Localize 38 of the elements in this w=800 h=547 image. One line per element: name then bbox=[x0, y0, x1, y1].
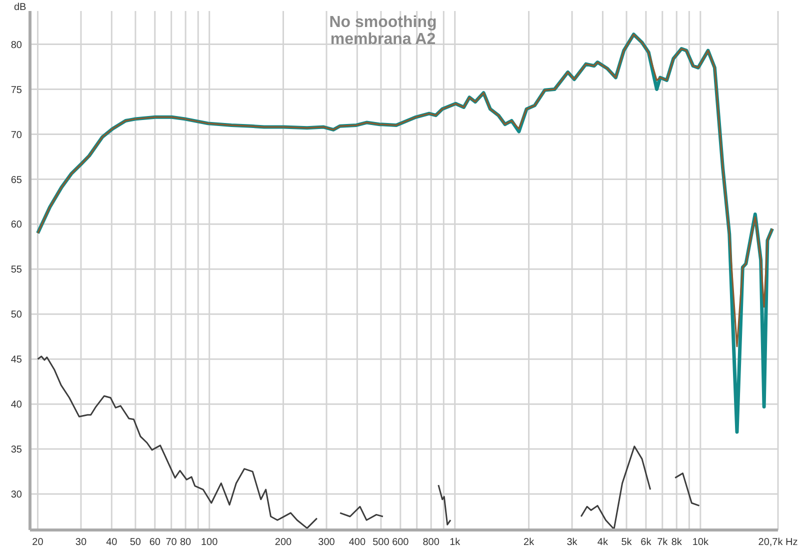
x-tick-label: 80 bbox=[180, 537, 192, 547]
y-tick-label: 45 bbox=[10, 354, 22, 366]
x-tick-label: 20 bbox=[32, 537, 44, 547]
x-tick-label: 500 bbox=[372, 537, 390, 547]
y-tick-label: 35 bbox=[10, 444, 22, 456]
x-tick-label: 3k bbox=[566, 537, 578, 547]
y-tick-label: 55 bbox=[10, 264, 22, 276]
x-tick-label: 70 bbox=[166, 537, 178, 547]
y-tick-label: 60 bbox=[10, 220, 22, 231]
x-tick-label: 8k bbox=[671, 537, 683, 547]
x-tick-label: 100 bbox=[201, 537, 218, 547]
x-tick-label: 50 bbox=[130, 537, 142, 547]
x-tick-label: 1k bbox=[450, 537, 462, 547]
x-tick-label: 20,7k Hz bbox=[758, 537, 798, 547]
x-tick-label: 30 bbox=[75, 537, 87, 547]
x-tick-label: 300 bbox=[318, 537, 336, 547]
x-tick-label: 4k bbox=[597, 537, 609, 547]
x-tick-label: 600 bbox=[392, 537, 410, 547]
x-tick-label: 800 bbox=[422, 537, 440, 547]
x-tick-label: 60 bbox=[149, 537, 161, 547]
x-tick-label: 40 bbox=[106, 537, 118, 547]
x-tick-label: 2k bbox=[524, 537, 536, 547]
x-tick-label: 6k bbox=[640, 537, 652, 547]
text: membrana A2 bbox=[329, 31, 437, 48]
y-tick-label: 30 bbox=[10, 490, 22, 501]
x-tick-label: 200 bbox=[274, 537, 292, 547]
y-tick-label: 50 bbox=[10, 310, 22, 321]
chart-title: No smoothing bbox=[328, 14, 438, 31]
y-tick-label: 80 bbox=[10, 40, 22, 51]
x-tick-label: 5k bbox=[621, 537, 633, 547]
x-tick-label: 400 bbox=[348, 537, 366, 547]
y-axis-title: dB bbox=[14, 2, 26, 13]
y-tick-label: 70 bbox=[10, 130, 22, 141]
x-tick-label: 10k bbox=[692, 537, 710, 547]
y-tick-label: 40 bbox=[10, 400, 22, 411]
y-tick-label: 75 bbox=[10, 84, 22, 96]
y-tick-label: 65 bbox=[10, 174, 22, 186]
x-tick-label: 7k bbox=[657, 537, 669, 547]
